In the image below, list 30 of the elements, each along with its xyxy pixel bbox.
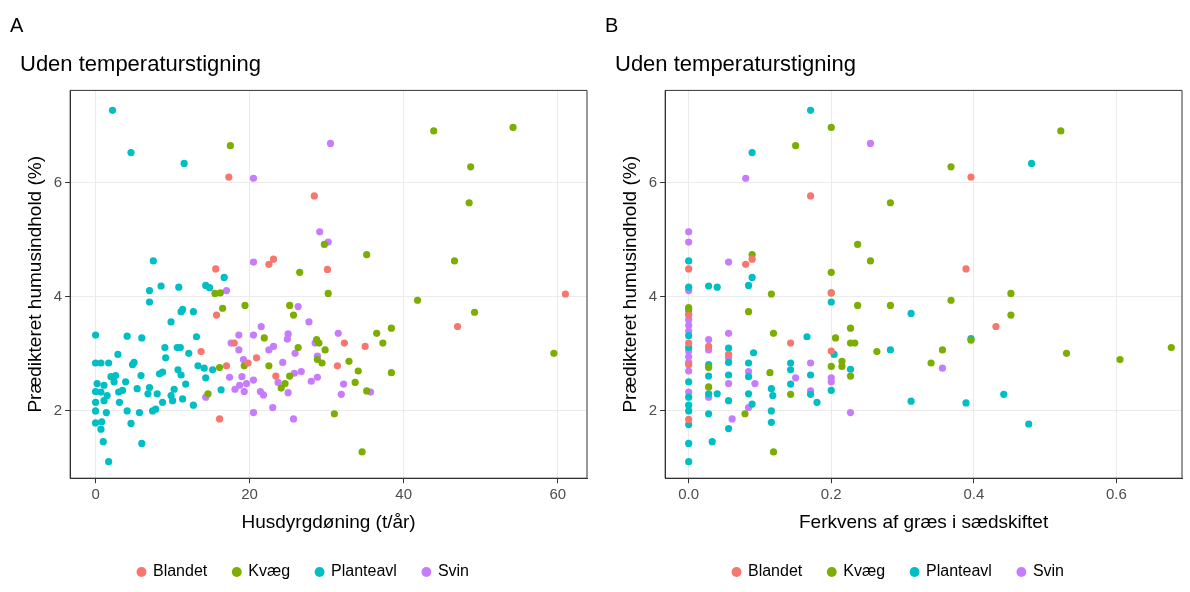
legend-label: Planteavl — [331, 562, 397, 580]
y-tick-label: 6 — [53, 172, 63, 190]
chart-title: Uden temperaturstigning — [615, 51, 856, 77]
x-tick-label: 0.6 — [1105, 485, 1127, 503]
x-tick-label: 0.0 — [678, 485, 700, 503]
legend-label: Blandet — [153, 562, 208, 580]
x-axis-title: Husdyrgdøning (t/år) — [241, 510, 416, 532]
y-tick-label: 4 — [648, 286, 658, 304]
y-tick-label: 2 — [648, 401, 658, 419]
text: B — [605, 14, 619, 37]
y-tick-label: 4 — [53, 286, 63, 304]
y-axis-title: Prædikteret humusindhold (%) — [23, 155, 45, 413]
chart-title: Uden temperaturstigning — [20, 51, 261, 77]
x-axis-title: Ferkvens af græs i sædskiftet — [798, 510, 1049, 532]
y-axis-title: Prædikteret humusindhold (%) — [618, 155, 640, 413]
x-tick-label: 60 — [549, 485, 567, 503]
x-tick-label: 0.4 — [963, 485, 985, 503]
x-tick-label: 20 — [241, 485, 258, 503]
legend-label: Kvæg — [248, 562, 291, 580]
text: A — [10, 14, 24, 37]
legend-label: Svin — [1032, 562, 1064, 580]
legend-label: Kvæg — [843, 562, 886, 580]
legend-label: Planteavl — [926, 562, 992, 580]
legend-label: Blandet — [748, 562, 803, 580]
x-tick-label: 0 — [91, 485, 100, 503]
y-tick-label: 2 — [53, 401, 63, 419]
x-tick-label: 0.2 — [820, 485, 842, 503]
y-tick-label: 6 — [648, 172, 658, 190]
x-tick-label: 40 — [395, 485, 413, 503]
legend-label: Svin — [437, 562, 469, 580]
